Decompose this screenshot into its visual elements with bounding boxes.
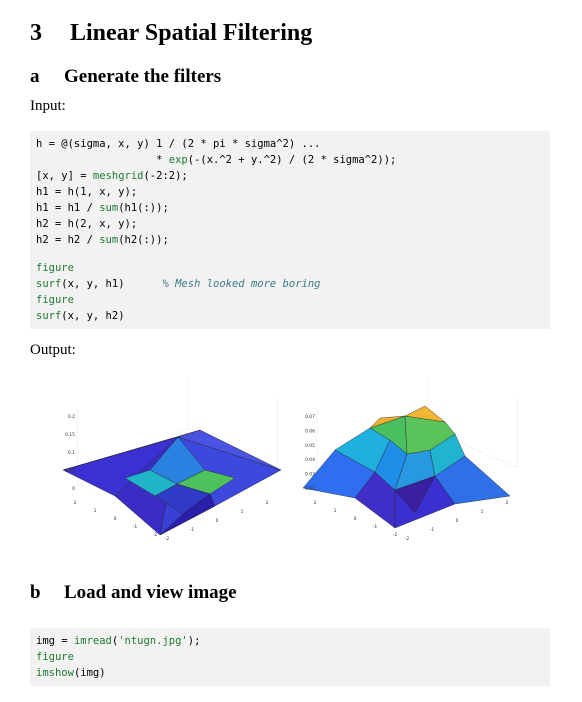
y-tick-label: -2 bbox=[405, 536, 410, 542]
code-line: h2 = h(2, x, y); bbox=[36, 216, 544, 232]
code-token: exp bbox=[168, 154, 188, 166]
section-number: 3 bbox=[30, 20, 42, 46]
subsection-heading: b Load and view image bbox=[30, 582, 237, 604]
code-token: 'ntugn.jpg' bbox=[118, 635, 188, 647]
code-token: h2 = h2 / bbox=[36, 234, 100, 246]
code-token: imread bbox=[73, 635, 112, 647]
code-token: ); bbox=[187, 635, 201, 647]
x-tick-label: 0 bbox=[354, 516, 357, 522]
y-tick-label: -2 bbox=[165, 536, 170, 542]
code-token: figure bbox=[36, 651, 74, 663]
x-tick-label: -2 bbox=[153, 532, 158, 538]
z-tick-label: 0.04 bbox=[305, 457, 315, 463]
code-token: h1 = h(1, x, y); bbox=[36, 186, 138, 198]
code-token: h1 = h1 / bbox=[36, 202, 100, 214]
code-line: h2 = h2 / sum(h2(:)); bbox=[36, 232, 544, 248]
code-token: * bbox=[36, 154, 169, 166]
section-title: Linear Spatial Filtering bbox=[70, 20, 313, 46]
code-token: surf bbox=[36, 310, 62, 322]
y-tick-label: 2 bbox=[266, 500, 269, 506]
section-heading: 3 Linear Spatial Filtering bbox=[30, 20, 312, 47]
y-tick-label: 1 bbox=[241, 509, 244, 515]
x-tick-label: 1 bbox=[334, 508, 337, 514]
x-tick-label: 2 bbox=[74, 500, 77, 506]
code-gap bbox=[36, 248, 544, 260]
code-token: surf bbox=[36, 278, 62, 290]
code-token: ( bbox=[111, 635, 119, 647]
code-token: (-(x.^2 + y.^2) / (2 * sigma^2)); bbox=[187, 154, 397, 166]
code-token: h = @(sigma, x, y) 1 / (2 * pi * sigma^2… bbox=[36, 138, 321, 150]
code-token: figure bbox=[36, 262, 74, 274]
y-tick-label: 1 bbox=[481, 509, 484, 515]
code-line: h = @(sigma, x, y) 1 / (2 * pi * sigma^2… bbox=[36, 136, 544, 152]
x-tick-label: -1 bbox=[373, 524, 378, 530]
z-tick-label: 0.2 bbox=[68, 414, 75, 420]
code-line: h1 = h(1, x, y); bbox=[36, 184, 544, 200]
code-line: figure bbox=[36, 292, 544, 308]
surface-plot: 0.07 0.06 0.05 0.04 0.03 0.02 2 1 0 -1 -2 -2 -1 0 1 2 bbox=[295, 378, 527, 552]
subsection-letter: b bbox=[30, 582, 41, 603]
z-tick-label: 0.06 bbox=[305, 428, 315, 434]
y-tick-label: 2 bbox=[506, 500, 509, 506]
surface-plot: 0.2 0.15 0.1 0.05 0 2 1 0 -1 -2 -2 -1 0 1 2 bbox=[55, 378, 287, 552]
y-tick-label: 0 bbox=[456, 518, 459, 524]
z-tick-label: 0.15 bbox=[65, 432, 75, 438]
code-token: (h2(:)); bbox=[118, 234, 169, 246]
code-block: img = imread('ntugn.jpg'); figure imshow(i… bbox=[30, 628, 550, 686]
code-token: (h1(:)); bbox=[118, 202, 169, 214]
code-line: h1 = h1 / sum(h1(:)); bbox=[36, 200, 544, 216]
code-line: surf(x, y, h2) bbox=[36, 308, 544, 324]
z-tick-label: 0.03 bbox=[305, 472, 315, 478]
code-block: h = @(sigma, x, y) 1 / (2 * pi * sigma^2… bbox=[30, 131, 550, 329]
y-tick-label: -1 bbox=[190, 527, 195, 533]
output-label: Output: bbox=[30, 342, 76, 358]
code-token: h2 = h(2, x, y); bbox=[36, 218, 138, 230]
code-token: (x, y, h2) bbox=[61, 310, 125, 322]
code-line: * exp(-(x.^2 + y.^2) / (2 * sigma^2)); bbox=[36, 152, 544, 168]
code-line: figure bbox=[36, 649, 544, 665]
code-token: (x, y, h1) bbox=[61, 278, 163, 290]
z-tick-label: 0.07 bbox=[305, 414, 315, 420]
z-tick-label: 0.05 bbox=[305, 443, 315, 449]
x-tick-label: 0 bbox=[114, 516, 117, 522]
subsection-heading: a Generate the filters bbox=[30, 66, 221, 88]
code-token: sum bbox=[99, 234, 119, 246]
z-tick-label: 0.05 bbox=[65, 468, 75, 474]
input-label: Input: bbox=[30, 98, 66, 114]
x-tick-label: -1 bbox=[133, 524, 138, 530]
x-tick-label: -2 bbox=[393, 532, 398, 538]
code-token: imshow bbox=[36, 667, 74, 679]
code-token: (-2:2); bbox=[143, 170, 188, 182]
code-token: (img) bbox=[73, 667, 106, 679]
y-tick-label: 0 bbox=[216, 518, 219, 524]
code-token: sum bbox=[99, 202, 119, 214]
code-line: imshow(img) bbox=[36, 665, 544, 681]
code-token: figure bbox=[36, 294, 74, 306]
x-tick-label: 1 bbox=[94, 508, 97, 514]
z-tick-label: 0.1 bbox=[68, 450, 75, 456]
code-token: % Mesh looked more boring bbox=[162, 278, 321, 290]
code-line: img = imread('ntugn.jpg'); bbox=[36, 633, 544, 649]
code-token: meshgrid bbox=[92, 170, 144, 182]
code-line: surf(x, y, h1) % Mesh looked more boring bbox=[36, 276, 544, 292]
y-tick-label: -1 bbox=[430, 527, 435, 533]
code-line: [x, y] = meshgrid(-2:2); bbox=[36, 168, 544, 184]
code-token: [x, y] = bbox=[36, 170, 93, 182]
z-tick-label: 0.02 bbox=[305, 486, 315, 492]
code-line: figure bbox=[36, 260, 544, 276]
subsection-title: Load and view image bbox=[64, 582, 237, 603]
subsection-letter: a bbox=[30, 66, 40, 87]
x-tick-label: 2 bbox=[314, 500, 317, 506]
code-token: img = bbox=[36, 635, 74, 647]
z-tick-label: 0 bbox=[72, 486, 75, 492]
subsection-title: Generate the filters bbox=[64, 66, 222, 87]
